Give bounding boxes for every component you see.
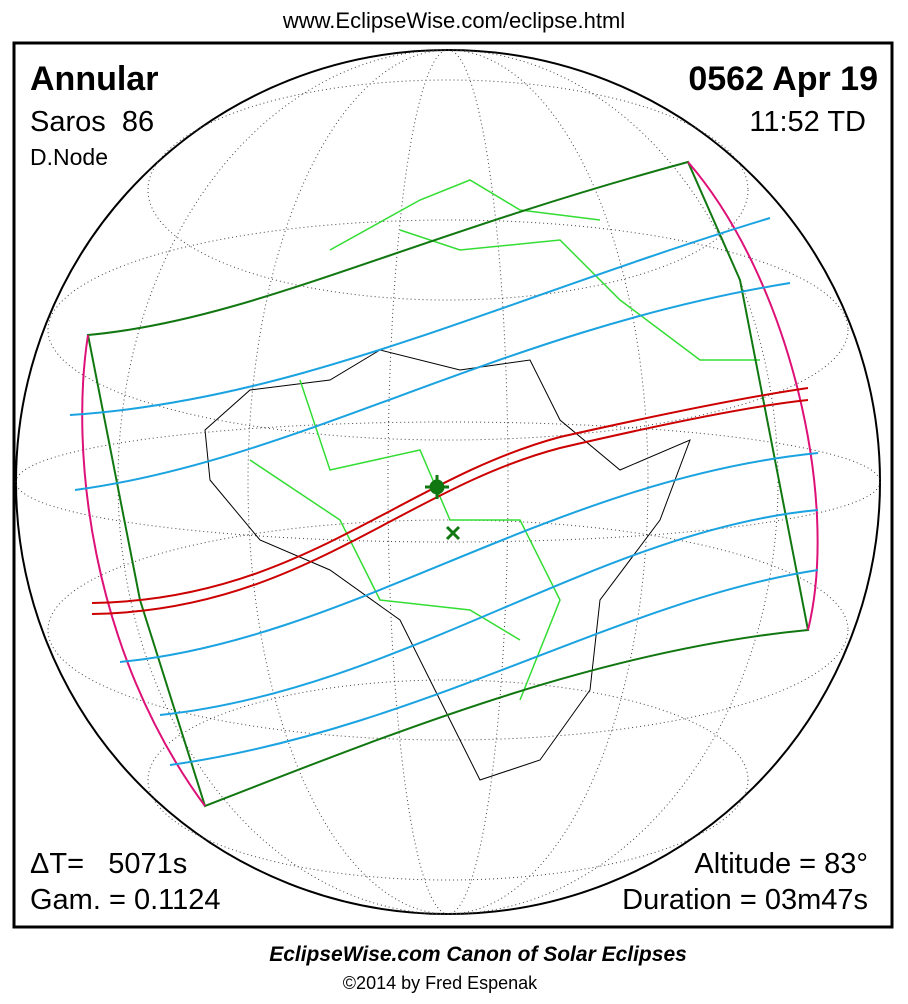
graticule (147, 79, 749, 301)
globe (15, 49, 881, 915)
africa-coast (204, 349, 691, 781)
altitude: Altitude = 83° (694, 848, 868, 880)
greatest-eclipse (425, 475, 449, 499)
borders (249, 179, 760, 701)
source-url: www.EclipseWise.com/eclipse.html (282, 8, 625, 33)
graticule (117, 49, 779, 915)
central-path-north (91, 387, 809, 604)
magnitude-line (69, 217, 771, 416)
greatest-duration-marker (445, 525, 461, 541)
gamma: Gam. = 0.1124 (30, 884, 221, 916)
graticule (387, 49, 509, 915)
magnitude-line (119, 452, 819, 663)
graticule (15, 421, 881, 543)
greatest-duration (445, 525, 461, 541)
set-curve (687, 161, 819, 631)
central-path-south (91, 399, 809, 615)
footer-copyright: ©2014 by Fred Espenak (343, 973, 538, 993)
frame (12, 41, 894, 929)
magnitude-line (159, 509, 819, 716)
graticule (247, 49, 649, 915)
eclipse-path (69, 160, 819, 808)
magnitude-line (74, 282, 791, 491)
eclipse-type: Annular (30, 60, 158, 98)
graticule (147, 679, 749, 881)
saros: Saros 86 (30, 106, 154, 138)
delta-t: ΔT= 5071s (30, 848, 187, 880)
node: D.Node (30, 144, 108, 170)
graticule (47, 219, 849, 441)
rise-curve (81, 334, 206, 807)
eclipse-date: 0562 Apr 19 (688, 60, 878, 98)
magnitude-line (169, 569, 819, 766)
eclipse-time: 11:52 TD (749, 106, 866, 138)
graticule (47, 519, 849, 741)
footer-title: EclipseWise.com Canon of Solar Eclipses (269, 943, 687, 966)
duration: Duration = 03m47s (622, 884, 868, 916)
